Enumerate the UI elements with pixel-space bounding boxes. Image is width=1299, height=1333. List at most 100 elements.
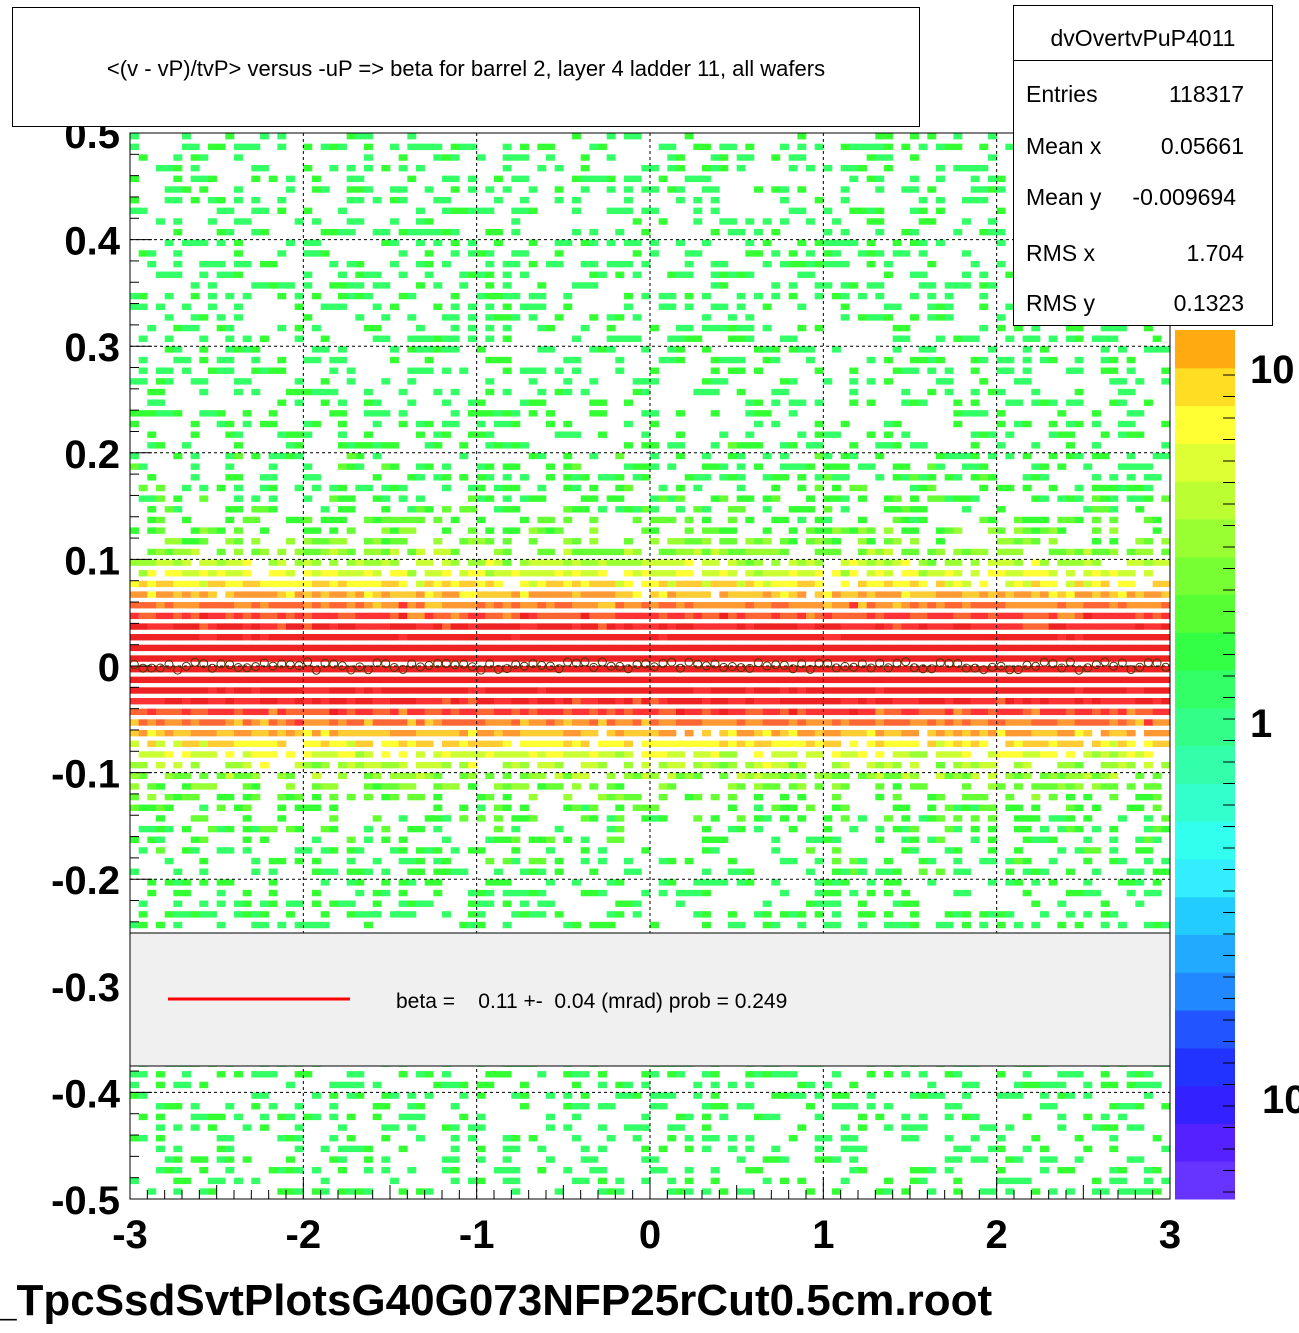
heatmap-cell — [312, 634, 321, 641]
heatmap-cell — [589, 602, 599, 609]
heatmap-cell — [814, 324, 824, 332]
heatmap-cell — [953, 623, 963, 630]
heatmap-cell — [216, 634, 226, 641]
heatmap-cell — [684, 857, 694, 865]
heatmap-cell — [910, 1167, 919, 1174]
heatmap-cell — [355, 175, 365, 183]
heatmap-cell — [563, 1124, 573, 1131]
heatmap-cell — [260, 911, 269, 918]
heatmap-cell — [156, 815, 165, 822]
heatmap-cell — [242, 335, 252, 342]
heatmap-cell — [450, 1156, 460, 1163]
heatmap-cell — [312, 346, 321, 353]
heatmap-cell — [433, 719, 443, 726]
heatmap-cell — [268, 570, 278, 577]
heatmap-cell — [260, 367, 269, 374]
heatmap-cell — [771, 1071, 781, 1078]
heatmap-cell — [832, 218, 841, 225]
heatmap-cell — [355, 1081, 365, 1089]
heatmap-cell — [884, 761, 893, 769]
heatmap-cell — [407, 292, 417, 300]
heatmap-cell — [693, 772, 703, 779]
heatmap-cell — [866, 676, 876, 684]
heatmap-cell — [580, 772, 590, 779]
heatmap-cell — [702, 1135, 711, 1142]
heatmap-cell — [164, 729, 174, 737]
heatmap-cell — [294, 655, 304, 662]
heatmap-cell — [346, 133, 356, 140]
heatmap-cell — [684, 1135, 694, 1142]
heatmap-cell — [537, 655, 547, 662]
heatmap-cell — [320, 868, 330, 875]
heatmap-cell — [554, 260, 564, 268]
heatmap-cell — [164, 292, 174, 300]
heatmap-cell — [277, 367, 287, 374]
heatmap-cell — [546, 729, 555, 737]
heatmap-cell — [268, 463, 278, 470]
heatmap-cell — [624, 634, 633, 641]
heatmap-cell — [788, 591, 798, 598]
heatmap-cell — [182, 825, 191, 833]
heatmap-cell — [710, 495, 720, 502]
heatmap-cell — [251, 282, 261, 289]
heatmap-cell — [788, 559, 798, 566]
heatmap-cell — [173, 218, 183, 225]
heatmap-cell — [979, 708, 989, 716]
heatmap-cell — [988, 783, 997, 790]
heatmap-cell — [234, 548, 243, 556]
heatmap-cell — [598, 1081, 607, 1089]
heatmap-cell — [381, 335, 391, 342]
heatmap-cell — [130, 1135, 139, 1142]
heatmap-cell — [710, 879, 720, 886]
heatmap-cell — [944, 1113, 954, 1121]
heatmap-cell — [771, 847, 781, 854]
heatmap-cell — [208, 410, 217, 417]
heatmap-cell — [173, 324, 183, 332]
heatmap-cell — [840, 1135, 850, 1142]
heatmap-cell — [866, 378, 876, 385]
heatmap-cell — [710, 612, 720, 620]
heatmap-cell — [520, 719, 529, 726]
heatmap-cell — [840, 570, 850, 577]
heatmap-cell — [598, 143, 607, 151]
heatmap-cell — [147, 399, 157, 406]
heatmap-cell — [355, 559, 365, 566]
heatmap-cell — [589, 527, 599, 534]
heatmap-cell — [641, 388, 651, 396]
heatmap-cell — [970, 697, 980, 705]
heatmap-cell — [372, 495, 382, 502]
heatmap-cell — [979, 719, 989, 726]
heatmap-cell — [667, 879, 677, 886]
heatmap-cell — [849, 634, 859, 641]
heatmap-cell — [901, 399, 911, 406]
heatmap-cell — [485, 793, 495, 801]
heatmap-cell — [372, 634, 382, 641]
heatmap-cell — [849, 719, 859, 726]
heatmap-cell — [832, 847, 841, 854]
heatmap-cell — [199, 527, 209, 534]
heatmap-cell — [858, 911, 867, 918]
heatmap-cell — [242, 687, 252, 694]
heatmap-cell — [962, 250, 971, 257]
heatmap-cell — [502, 612, 512, 620]
heatmap-cell — [676, 676, 685, 684]
heatmap-cell — [138, 495, 148, 502]
heatmap-cell — [624, 1124, 633, 1131]
heatmap-cell — [762, 356, 772, 364]
heatmap-cell — [979, 410, 989, 417]
heatmap-cell — [303, 527, 313, 534]
heatmap-cell — [832, 911, 841, 918]
heatmap-cell — [684, 335, 694, 342]
heatmap-cell — [390, 356, 399, 364]
heatmap-cell — [632, 793, 642, 801]
heatmap-cell — [511, 623, 521, 630]
heatmap-cell — [329, 751, 339, 758]
heatmap-cell — [892, 868, 902, 875]
heatmap-cell — [130, 559, 139, 566]
heatmap-cell — [806, 708, 815, 716]
heatmap-cell — [199, 602, 209, 609]
heatmap-cell — [754, 186, 763, 193]
heatmap-cell — [424, 602, 434, 609]
heatmap-cell — [632, 506, 642, 513]
heatmap-cell — [156, 1103, 165, 1110]
